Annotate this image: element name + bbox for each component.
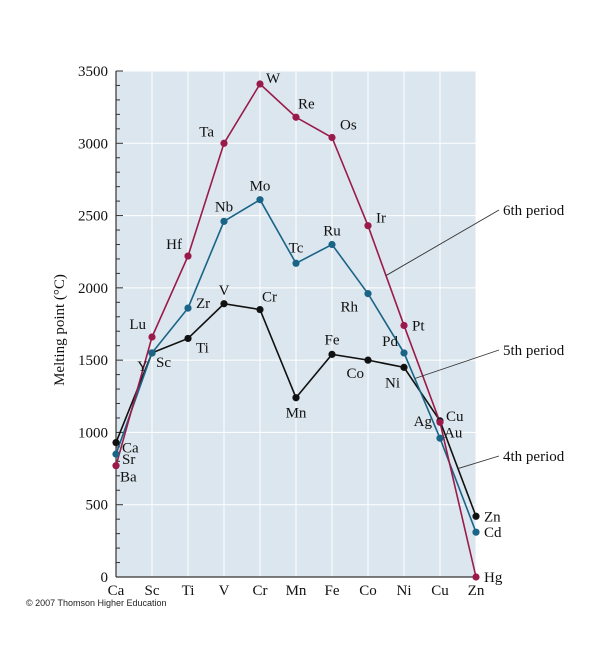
period6-label: 6th period: [503, 203, 565, 219]
y-axis-title: Melting point (°C): [52, 274, 68, 386]
period5-point-pd: [400, 349, 408, 357]
x-tick-label: Fe: [325, 583, 340, 599]
y-tick-label: 2000: [78, 281, 108, 297]
element-label-zr: Zr: [196, 296, 210, 312]
period4-leader-line: [457, 455, 500, 470]
element-label-pt: Pt: [412, 318, 425, 334]
period6-point-hg: [472, 573, 480, 581]
element-label-hg: Hg: [484, 570, 503, 586]
period5-point-nb: [220, 217, 228, 225]
element-label-fe: Fe: [325, 332, 340, 348]
element-label-mo: Mo: [250, 179, 271, 195]
period6-point-lu: [148, 333, 156, 341]
element-label-tc: Tc: [289, 240, 304, 256]
period5-label: 5th period: [503, 343, 565, 359]
point-labels: Ca Sc Ti V Cr Mn Fe Co Ni Cu Zn Sr Y Zr Nb Mo Tc Ru Rh Pd Ag…: [120, 71, 503, 586]
y-tick-label: 1500: [78, 353, 108, 369]
element-label-ni: Ni: [385, 375, 400, 391]
period5-point-sr: [112, 450, 120, 458]
copyright-notice: © 2007 Thomson Higher Education: [26, 598, 167, 608]
period-labels: 6th period 5th period 4th period: [385, 203, 565, 470]
element-label-lu: Lu: [129, 317, 146, 333]
period4-point-zn: [472, 512, 480, 520]
period4-point-v: [220, 300, 228, 308]
period5-point-ru: [328, 240, 336, 249]
y-tick-label: 0: [101, 570, 109, 586]
element-label-v: V: [219, 283, 230, 299]
period4-point-co: [364, 356, 372, 364]
period6-point-ta: [220, 139, 228, 147]
period4-point-ca: [112, 438, 120, 447]
x-tick-label: Ca: [108, 583, 125, 599]
element-label-y: Y: [137, 359, 148, 375]
period4-point-ni: [400, 363, 408, 371]
grid-lines: [115, 70, 477, 578]
period5-point-y: [148, 349, 156, 357]
element-label-ba: Ba: [120, 470, 137, 486]
x-tick-label: Cu: [431, 583, 449, 599]
period5-point-tc: [292, 259, 300, 267]
period5-point-rh: [364, 290, 372, 298]
x-tick-label: V: [219, 583, 230, 599]
axes: 0 500 1000 1500 2000 2500 3000 3500 Ca Sc Ti V Cr Mn F…: [52, 64, 485, 599]
period6-point-ir: [364, 222, 372, 230]
period6-leader-line: [385, 209, 500, 276]
x-tick-label: Mn: [286, 583, 307, 599]
y-tick-label: 2500: [78, 209, 108, 225]
y-tick-label: 3500: [78, 64, 108, 80]
element-label-ag: Ag: [414, 414, 433, 430]
x-tick-label: Ni: [397, 583, 412, 599]
y-tick-label: 1000: [78, 425, 108, 441]
element-label-nb: Nb: [215, 199, 233, 215]
x-tick-label: Sc: [145, 583, 160, 599]
x-tick-label: Co: [359, 583, 377, 599]
period6-point-re: [292, 113, 300, 121]
element-label-au: Au: [444, 425, 463, 441]
element-label-ta: Ta: [199, 124, 214, 140]
x-tick-label: Cr: [253, 583, 268, 599]
element-label-os: Os: [340, 118, 357, 134]
element-label-hf: Hf: [166, 237, 182, 253]
period6-point-hf: [184, 252, 192, 260]
element-label-co: Co: [346, 366, 364, 382]
element-label-ru: Ru: [323, 223, 341, 239]
period5-point-cd: [472, 528, 480, 536]
element-label-ca: Ca: [122, 441, 139, 457]
element-label-ir: Ir: [376, 211, 386, 227]
element-label-sr: Sr: [122, 452, 135, 468]
x-tick-label: Zn: [468, 583, 485, 599]
element-label-w: W: [266, 71, 281, 87]
period6-point-ba: [112, 462, 120, 470]
element-label-pd: Pd: [382, 334, 398, 350]
element-label-rh: Rh: [340, 300, 358, 316]
element-label-cu: Cu: [446, 409, 464, 425]
period4-point-cr: [256, 305, 264, 314]
period6-point-au: [436, 418, 444, 426]
data-series: [112, 80, 480, 581]
period5-point-zr: [184, 304, 192, 312]
period6-point-w: [256, 80, 264, 88]
period5-leader-line: [414, 349, 500, 379]
element-label-re: Re: [298, 96, 315, 112]
period4-label: 4th period: [503, 449, 565, 465]
period4-point-mn: [292, 394, 300, 402]
period6-point-os: [328, 133, 336, 142]
period5-point-ag: [436, 434, 444, 442]
element-label-mn: Mn: [286, 406, 307, 422]
y-tick-label: 500: [86, 498, 109, 514]
period5-point-mo: [256, 196, 264, 204]
element-label-zn: Zn: [484, 509, 501, 525]
period4-point-fe: [328, 350, 336, 358]
y-tick-label: 3000: [78, 136, 108, 152]
element-label-cr: Cr: [262, 290, 277, 306]
period4-point-ti: [184, 334, 192, 343]
element-label-sc: Sc: [156, 355, 171, 371]
period6-point-pt: [400, 321, 408, 330]
x-tick-label: Ti: [182, 583, 195, 599]
element-label-cd: Cd: [484, 525, 502, 541]
element-label-ti: Ti: [196, 340, 209, 356]
